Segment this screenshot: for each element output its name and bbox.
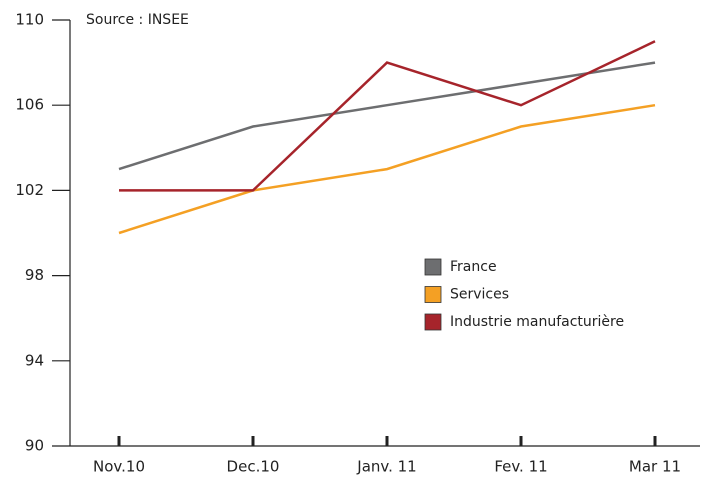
y-tick-label: 94	[25, 351, 44, 369]
y-tick-label: 106	[15, 96, 44, 114]
x-tick-label: Mar 11	[629, 458, 681, 476]
legend-label: France	[450, 259, 497, 275]
line	[119, 40, 656, 192]
legend-label: Services	[450, 287, 509, 303]
legend-swatch	[424, 313, 442, 331]
legend-label: Industrie manufacturière	[450, 314, 624, 330]
legend-swatch	[424, 258, 442, 276]
y-tick-label: 102	[15, 181, 44, 199]
line	[118, 61, 656, 171]
y-tick-label: 90	[25, 437, 44, 455]
annotation: Source : INSEE	[86, 12, 189, 28]
x-tick-label: Dec.10	[227, 458, 280, 476]
x-tick-label: Nov.10	[93, 458, 145, 476]
legend-swatch	[424, 286, 442, 303]
x-tick-label: Fev. 11	[494, 458, 547, 476]
x-tick-label: Janv. 11	[356, 458, 416, 476]
y-tick-label: 110	[15, 11, 44, 29]
y-tick-label: 98	[25, 266, 44, 284]
line	[118, 103, 656, 235]
